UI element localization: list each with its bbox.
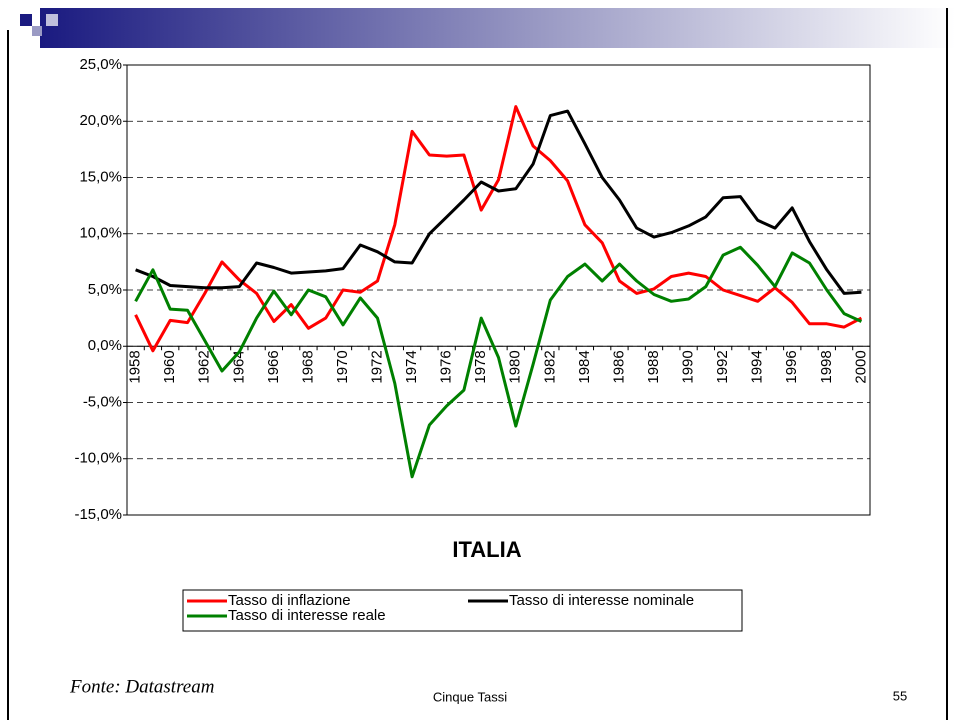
series-line [135,109,862,295]
page-number: 55 [893,688,907,703]
y-tick-label: 15,0% [79,168,122,185]
y-tick-label: 5,0% [88,281,122,298]
x-tick-label: 1974 [403,350,420,383]
y-tick-label: 20,0% [79,112,122,129]
x-tick-label: 1962 [196,350,213,383]
deco-square [20,14,32,26]
legend-label: Tasso di inflazione [228,592,351,609]
x-tick-label: 1984 [576,350,593,383]
x-tick-label: 1982 [541,350,558,383]
header-bar [40,8,955,48]
x-tick-label: 1964 [230,350,247,383]
x-tick-label: 1958 [127,350,144,383]
x-tick-label: 1994 [749,350,766,383]
series-line [134,105,863,353]
x-tick-label: 1976 [438,350,455,383]
x-tick-label: 1988 [645,350,662,383]
y-tick-label: 25,0% [79,56,122,73]
x-tick-label: 1978 [472,350,489,383]
source: Fonte: Datastream [69,676,214,697]
y-tick-label: -15,0% [74,506,122,523]
deco-square [46,14,58,26]
x-tick-label: 1990 [680,350,697,383]
y-tick-label: 0,0% [88,337,122,354]
legend-label: Tasso di interesse nominale [509,592,694,609]
legend-label: Tasso di interesse reale [228,607,386,624]
x-tick-label: 1992 [714,350,731,383]
legend [182,589,743,632]
x-tick-label: 1986 [610,350,627,383]
x-tick-label: 1960 [161,350,178,383]
x-tick-label: 1972 [369,350,386,383]
x-tick-label: 1966 [265,350,282,383]
deco-square [32,26,42,36]
x-tick-label: 2000 [852,350,869,383]
y-tick-label: -10,0% [74,450,122,467]
y-tick-label: -5,0% [83,393,122,410]
slide-title: Cinque Tassi [433,689,507,704]
x-tick-label: 1970 [334,350,351,383]
y-tick-label: 10,0% [79,225,122,242]
series-line [134,245,863,479]
x-tick-label: 1980 [507,350,524,383]
x-tick-label: 1998 [818,350,835,383]
x-tick-label: 1968 [299,350,316,383]
chart-title: ITALIA [452,537,521,562]
x-tick-label: 1996 [783,350,800,383]
